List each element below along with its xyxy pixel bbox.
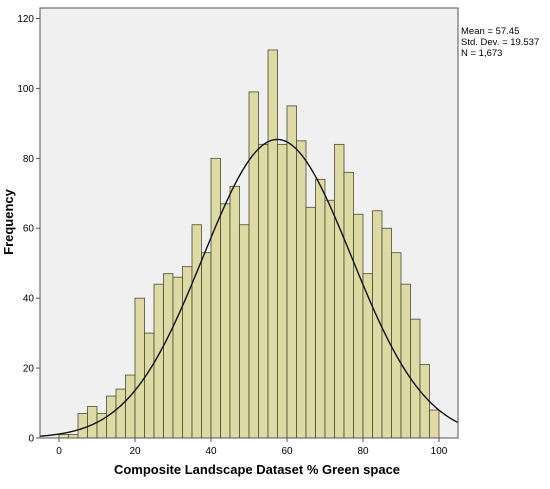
x-tick-label: 0 — [56, 446, 62, 457]
histogram-bar — [210, 157, 221, 439]
x-axis-label: Composite Landscape Dataset % Green spac… — [114, 462, 400, 477]
stats-legend: Mean = 57.45 Std. Dev. = 19.537 N = 1,67… — [461, 26, 539, 59]
histogram-bar — [125, 374, 136, 439]
histogram-bar — [305, 206, 316, 439]
plot-border — [39, 7, 459, 439]
histogram-bar — [163, 273, 174, 439]
histogram-bar — [58, 434, 69, 439]
histogram-bar — [362, 273, 373, 439]
histogram-bar — [106, 395, 117, 439]
y-tick-label: 20 — [23, 364, 35, 375]
histogram-bar — [381, 227, 392, 439]
histogram-bar — [144, 332, 155, 439]
stats-mean: Mean = 57.45 — [461, 26, 519, 37]
y-tick-label: 80 — [23, 154, 35, 165]
x-tick-label: 100 — [431, 446, 448, 457]
histogram-bar — [172, 276, 183, 439]
histogram-bar — [248, 91, 259, 439]
histogram-bar — [296, 140, 307, 439]
histogram-bar — [87, 406, 98, 439]
histogram-bar — [267, 49, 278, 439]
y-tick-label: 120 — [17, 14, 34, 25]
x-axis: 0 20 40 60 80 100 — [56, 438, 448, 457]
stats-n: N = 1,673 — [461, 48, 502, 59]
histogram-bar — [286, 105, 297, 439]
stats-std-dev: Std. Dev. = 19.537 — [461, 37, 539, 48]
histogram-bar — [134, 297, 145, 439]
histogram-bar — [334, 143, 345, 439]
y-tick-label: 60 — [23, 224, 35, 235]
histogram-bar — [201, 252, 212, 439]
x-tick-label: 60 — [281, 446, 293, 457]
histogram-bar — [315, 178, 326, 439]
y-axis-label: Frequency — [1, 188, 16, 255]
histogram-bar — [77, 413, 88, 439]
x-tick-label: 40 — [205, 446, 217, 457]
histogram-bar — [410, 318, 421, 439]
histogram-bar — [258, 143, 269, 439]
histogram-bar — [343, 171, 354, 439]
y-tick-label: 100 — [17, 84, 34, 95]
histogram-bar — [391, 252, 402, 439]
histogram-bar — [220, 203, 231, 439]
histogram-bar — [353, 213, 364, 439]
histogram-bar — [429, 409, 440, 439]
histogram-bar — [400, 283, 411, 439]
histogram-bar — [115, 388, 126, 439]
y-axis: 0 20 40 60 80 100 120 — [17, 14, 40, 445]
histogram-bar — [182, 266, 193, 439]
histogram-bar — [277, 143, 288, 439]
histogram-bar — [191, 224, 202, 439]
x-tick-label: 80 — [357, 446, 369, 457]
y-tick-label: 40 — [23, 294, 35, 305]
histogram-bar — [239, 224, 250, 439]
histogram-bar — [229, 185, 240, 439]
histogram-bar — [324, 199, 335, 439]
histogram-bar — [68, 434, 79, 439]
y-tick-label: 0 — [28, 434, 34, 445]
x-tick-label: 20 — [129, 446, 141, 457]
histogram-bar — [419, 364, 430, 439]
normal-curve — [39, 138, 459, 437]
